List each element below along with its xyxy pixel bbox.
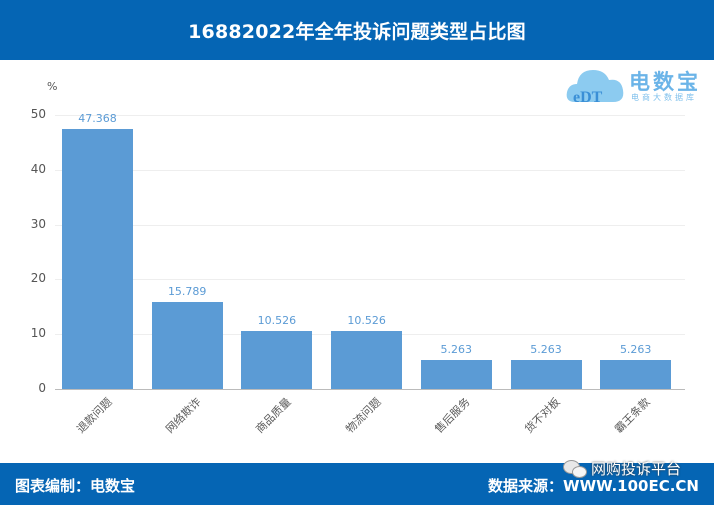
chart-title: 16882022年全年投诉问题类型占比图 (188, 20, 526, 43)
bar (241, 331, 313, 389)
x-tick-label: 商品质量 (253, 395, 294, 436)
x-tick-label: 售后服务 (432, 395, 473, 436)
y-tick-label: 50 (30, 107, 46, 121)
wechat-icon (563, 459, 587, 478)
bar (151, 302, 223, 389)
y-tick-label: 40 (30, 161, 46, 176)
y-axis-unit: % (47, 80, 58, 93)
x-axis-line (55, 389, 685, 390)
bar (510, 360, 582, 389)
x-tick-label: 货不对板 (522, 395, 563, 436)
value-label: 10.526 (257, 314, 297, 328)
title-banner: 16882022年全年投诉问题类型占比图 (0, 0, 714, 60)
x-tick-label: 霸王条款 (612, 395, 653, 436)
y-tick-label: 20 (30, 271, 46, 286)
bar (600, 360, 672, 389)
svg-text:eDT: eDT (573, 89, 603, 106)
gridline (55, 115, 685, 116)
y-tick-label: 30 (30, 216, 46, 231)
footer-banner: 图表编制：电数宝 数据来源：WWW.100EC.CN (0, 463, 714, 505)
value-label: 15.789 (167, 285, 207, 299)
gridline (55, 224, 685, 226)
logo: eDT 电数宝 电商大数据库 (565, 60, 714, 112)
bar (62, 129, 133, 389)
cloud-logo-icon: eDT (566, 70, 624, 106)
value-label: 47.368 (78, 112, 117, 126)
x-tick-label: 网络欺诈 (163, 395, 204, 436)
data-source: 数据来源：WWW.100EC.CN (488, 477, 699, 495)
bar (420, 360, 492, 389)
logo-subtitle: 电商大数据库 (631, 93, 697, 102)
gridline (55, 169, 685, 171)
value-label: 10.526 (347, 314, 386, 328)
logo-brand: 电数宝 (629, 70, 701, 94)
value-label: 5.263 (619, 343, 652, 357)
bar (331, 331, 403, 389)
y-tick-label: 10 (30, 326, 46, 341)
y-tick-label: 0 (38, 381, 46, 395)
chart-credit: 图表编制：电数宝 (15, 477, 136, 495)
x-tick-label: 退款问题 (73, 395, 115, 436)
x-tick-label: 物流问题 (342, 395, 384, 436)
value-label: 5.263 (530, 343, 562, 357)
watermark: 网购投诉平台 (563, 458, 681, 479)
watermark-text: 网购投诉平台 (591, 460, 682, 478)
gridline (55, 279, 685, 281)
value-label: 5.263 (440, 343, 473, 357)
